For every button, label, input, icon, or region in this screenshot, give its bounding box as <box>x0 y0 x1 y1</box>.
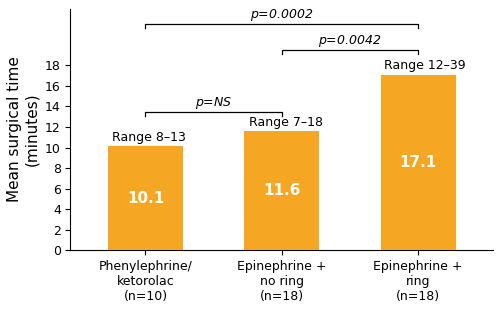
Text: 10.1: 10.1 <box>127 191 164 206</box>
Text: $p$=NS: $p$=NS <box>195 95 232 110</box>
Bar <box>244 131 320 250</box>
Text: 17.1: 17.1 <box>400 155 436 170</box>
Bar <box>108 147 183 250</box>
Text: Range 7–18: Range 7–18 <box>248 116 322 129</box>
Text: Range 8–13: Range 8–13 <box>112 131 186 144</box>
Text: 11.6: 11.6 <box>263 183 300 198</box>
Bar <box>380 74 456 250</box>
Y-axis label: Mean surgical time
(minutes): Mean surgical time (minutes) <box>7 57 40 202</box>
Text: $p$=0.0002: $p$=0.0002 <box>250 7 314 23</box>
Text: Range 12–39: Range 12–39 <box>384 60 466 73</box>
Text: $p$=0.0042: $p$=0.0042 <box>318 33 382 49</box>
